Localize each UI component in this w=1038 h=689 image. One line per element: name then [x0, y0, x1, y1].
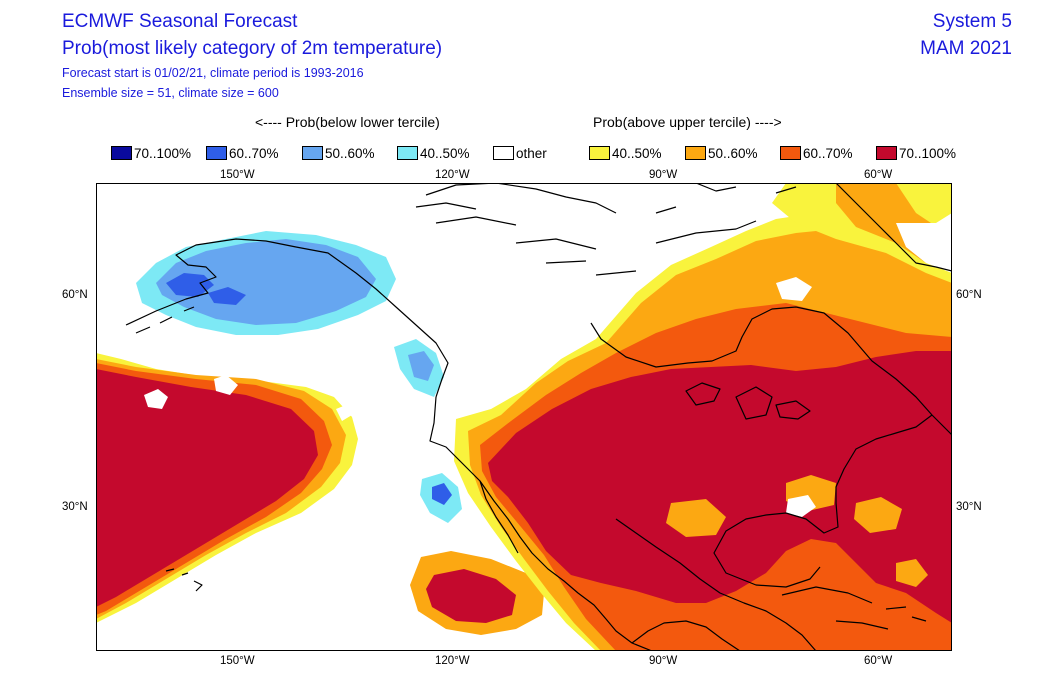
- legend-label: 60..70%: [803, 145, 853, 161]
- gulf-coast: [615, 518, 817, 651]
- legend-label: 40..50%: [420, 145, 470, 161]
- great-lakes: [685, 382, 811, 420]
- legend-swatch: [206, 146, 227, 160]
- alaska-islands: [135, 306, 195, 334]
- hudson-bay-coast: [590, 306, 952, 436]
- coastal-cold-50-60: [408, 351, 434, 381]
- legend-swatch: [685, 146, 706, 160]
- lon-tick-bottom: 90°W: [649, 655, 678, 667]
- chart-title: ECMWF Seasonal Forecast: [62, 11, 298, 32]
- legend-swatch: [589, 146, 610, 160]
- ensemble-info: Ensemble size = 51, climate size = 600: [62, 86, 279, 100]
- lat-tick-left: 30°N: [62, 501, 88, 513]
- legend-label: 50..60%: [325, 145, 375, 161]
- central-america-coast: [631, 620, 741, 651]
- lon-tick-bottom: 150°W: [220, 655, 255, 667]
- legend-swatch: [397, 146, 418, 160]
- legend-label: 70..100%: [134, 145, 192, 161]
- legend-label: other: [516, 145, 547, 161]
- tropical-pacific-70-100: [426, 569, 516, 623]
- probability-shading: [96, 183, 952, 651]
- baja-coast: [479, 480, 519, 554]
- coastlines: [125, 183, 952, 651]
- chart-subtitle: Prob(most likely category of 2m temperat…: [62, 38, 443, 59]
- legend-above-heading: Prob(above upper tercile) ---->: [593, 114, 782, 130]
- legend-swatch: [493, 146, 514, 160]
- forecast-info: Forecast start is 01/02/21, climate peri…: [62, 66, 364, 80]
- legend-swatch: [111, 146, 132, 160]
- lon-tick-top: 150°W: [220, 169, 255, 181]
- system-label: System 5: [932, 11, 1012, 32]
- legend-swatch: [780, 146, 801, 160]
- lon-tick-top: 90°W: [649, 169, 678, 181]
- alaska-cold-50-60: [156, 239, 376, 325]
- baja-cold-60-70: [432, 483, 452, 505]
- map-frame: [96, 183, 952, 651]
- legend-item-above-70-100: 70..100%: [876, 145, 956, 161]
- alaska-cold-60-70: [166, 273, 246, 305]
- us-east-coast: [713, 414, 933, 588]
- pacific-warm-70-100: [96, 369, 318, 607]
- legend-item-other: other: [493, 145, 547, 161]
- legend-label: 60..70%: [229, 145, 279, 161]
- lon-tick-bottom: 120°W: [435, 655, 470, 667]
- greenland-coast: [835, 183, 952, 272]
- lat-tick-left: 60°N: [62, 289, 88, 301]
- legend-swatch: [876, 146, 897, 160]
- season-label: MAM 2021: [920, 38, 1012, 59]
- legend-item-below-70-100: 70..100%: [111, 145, 191, 161]
- legend-item-above-60-70: 60..70%: [780, 145, 853, 161]
- legend-below-heading: <---- Prob(below lower tercile): [255, 114, 440, 130]
- arctic-white: [676, 183, 952, 273]
- canadian-arctic-islands: [415, 183, 797, 276]
- forecast-map: [96, 183, 952, 651]
- lon-tick-top: 120°W: [435, 169, 470, 181]
- caribbean-islands: [781, 586, 927, 630]
- lon-tick-bottom: 60°W: [864, 655, 893, 667]
- lat-tick-right: 30°N: [956, 501, 982, 513]
- legend-label: 70..100%: [899, 145, 957, 161]
- pacific-coast: [429, 396, 653, 651]
- lat-tick-right: 60°N: [956, 289, 982, 301]
- legend-item-below-40-50: 40..50%: [397, 145, 470, 161]
- na-interior-patches: [666, 475, 928, 587]
- legend-item-below-60-70: 60..70%: [206, 145, 279, 161]
- alaska-coast: [125, 238, 449, 398]
- na-warm-70-100: [488, 351, 952, 623]
- lon-tick-top: 60°W: [864, 169, 893, 181]
- legend-item-below-50-60: 50..60%: [302, 145, 375, 161]
- hawaii-islands: [165, 568, 203, 592]
- legend-label: 40..50%: [612, 145, 662, 161]
- legend-item-above-50-60: 50..60%: [685, 145, 758, 161]
- legend-label: 50..60%: [708, 145, 758, 161]
- legend-swatch: [302, 146, 323, 160]
- legend-item-above-40-50: 40..50%: [589, 145, 662, 161]
